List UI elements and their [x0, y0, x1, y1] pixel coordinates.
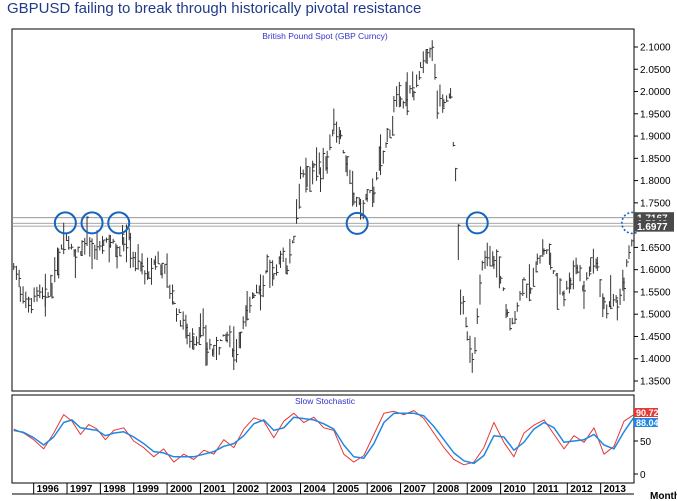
x-tick-label: 2001	[203, 484, 226, 495]
stochastic-panel-title: Slow Stochastic	[295, 396, 356, 406]
x-tick-label: 2008	[437, 484, 460, 495]
page-title: GBPUSD failing to break through historic…	[7, 0, 422, 17]
x-tick-label: 2006	[370, 484, 393, 495]
x-tick-label: 1998	[103, 484, 126, 495]
x-tick-label: 2013	[604, 484, 627, 495]
stochastic-panel-frame	[11, 394, 635, 484]
x-tick-label: 1997	[70, 484, 93, 495]
y-tick-label: 1.4500	[640, 332, 671, 343]
x-tick-label: 2002	[237, 484, 260, 495]
y-tick-label: 1.6000	[640, 265, 671, 276]
y-tick-label: 2.1000	[640, 43, 671, 54]
stoch-k-label-bg	[634, 408, 658, 417]
x-tick-label: 1999	[137, 484, 160, 495]
x-tick-label: 2000	[170, 484, 193, 495]
resistance-touch-circle	[345, 211, 369, 235]
y-tick-label: 1.8000	[640, 176, 671, 187]
y-tick-label: 1.6500	[640, 243, 671, 254]
price-panel-title: British Pound Spot (GBP Curncy)	[262, 31, 388, 41]
stoch-d-label-bg	[634, 418, 658, 427]
y-tick-label: 1.3500	[640, 377, 671, 388]
y-tick-label: 2.0500	[640, 65, 671, 76]
x-tick-label: 2004	[303, 484, 326, 495]
resistance-touch-circle	[80, 211, 104, 235]
stoch-y-tick-label: 0	[640, 470, 646, 481]
resistance-touch-circle	[53, 211, 77, 235]
x-axis-label: Month	[650, 491, 677, 501]
y-tick-label: 1.4000	[640, 354, 671, 365]
stochastic-k-line	[13, 410, 635, 466]
level-label-bg	[634, 220, 674, 232]
stoch-d-label: 88.04	[636, 418, 659, 428]
x-tick-label: 1996	[37, 484, 60, 495]
resistance-touch-circle	[465, 211, 489, 235]
y-tick-label: 1.8500	[640, 154, 671, 165]
price-panel-frame	[11, 28, 635, 392]
y-tick-label: 1.5500	[640, 287, 671, 298]
y-tick-label: 1.5000	[640, 310, 671, 321]
stoch-y-tick-label: 50	[640, 437, 652, 448]
stoch-k-label: 90.72	[636, 408, 659, 418]
x-tick-label: 2005	[337, 484, 360, 495]
y-tick-label: 1.9500	[640, 109, 671, 120]
x-tick-label: 2007	[404, 484, 427, 495]
x-tick-label: 2011	[537, 484, 559, 495]
x-tick-label: 2012	[570, 484, 593, 495]
x-tick-label: 2003	[270, 484, 293, 495]
resistance-touch-circle	[107, 211, 131, 235]
y-tick-label: 1.7500	[640, 198, 671, 209]
level-label: 1.6977	[637, 222, 668, 233]
stochastic-d-line	[13, 412, 635, 465]
x-tick-label: 2009	[470, 484, 493, 495]
x-tick-label: 2010	[504, 484, 527, 495]
y-tick-label: 2.0000	[640, 87, 671, 98]
y-tick-label: 1.9000	[640, 132, 671, 143]
level-label-bg	[634, 212, 674, 224]
